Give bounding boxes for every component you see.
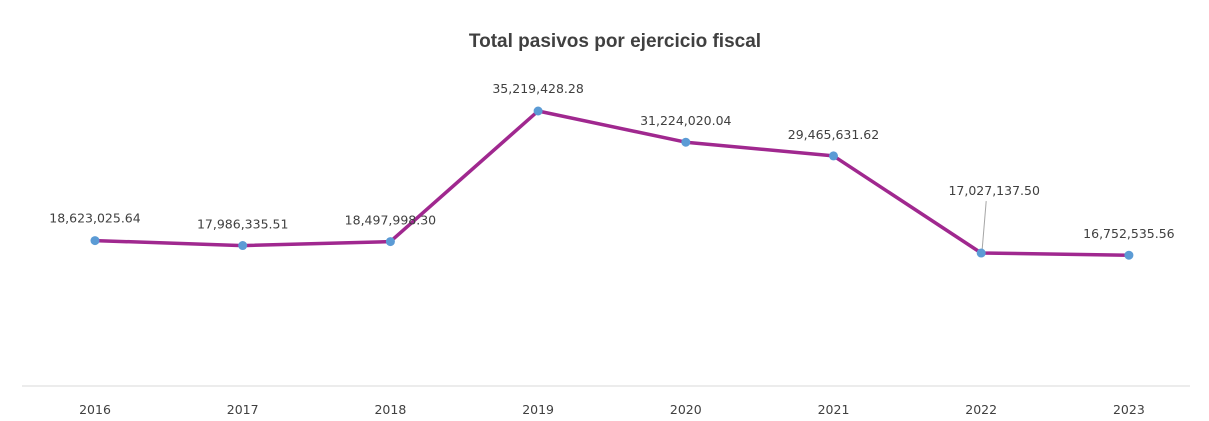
data-label-2016: 18,623,025.64 xyxy=(49,211,140,226)
data-point-2022 xyxy=(976,248,986,258)
data-label-2023: 16,752,535.56 xyxy=(1083,226,1174,241)
data-label-2019: 35,219,428.28 xyxy=(492,81,583,96)
leader-line xyxy=(981,201,987,250)
x-tick-label-2018: 2018 xyxy=(374,402,406,417)
data-label-2018: 18,497,998.30 xyxy=(345,213,436,228)
x-tick-label-2023: 2023 xyxy=(1113,402,1145,417)
x-tick-label-2019: 2019 xyxy=(522,402,554,417)
data-label-layer: 18,623,025.64 17,986,335.51 18,497,998.30 3… xyxy=(49,81,1174,241)
marker-layer xyxy=(90,106,1134,260)
x-tick-label-2020: 2020 xyxy=(670,402,702,417)
series-line-layer xyxy=(93,109,1131,257)
x-tick-label-2022: 2022 xyxy=(965,402,997,417)
data-label-2021: 29,465,631.62 xyxy=(788,127,879,142)
data-point-2017 xyxy=(238,241,248,251)
x-tick-label-2016: 2016 xyxy=(79,402,111,417)
x-tick-label-2021: 2021 xyxy=(818,402,850,417)
x-tick-layer: 2016 2017 2018 2019 2020 2021 2022 2023 xyxy=(79,402,1145,417)
series-line xyxy=(93,109,1131,257)
data-label-2020: 31,224,020.04 xyxy=(640,113,731,128)
data-point-2021 xyxy=(829,151,838,161)
data-point-2020 xyxy=(681,137,691,147)
chart-title: Total pasivos por ejercicio fiscal xyxy=(469,31,761,52)
data-point-2023 xyxy=(1124,250,1134,260)
data-label-2017: 17,986,335.51 xyxy=(197,217,288,232)
data-label-2022: 17,027,137.50 xyxy=(948,183,1039,198)
data-point-2016 xyxy=(90,236,100,246)
x-tick-label-2017: 2017 xyxy=(227,402,259,417)
data-point-2018 xyxy=(385,237,395,247)
data-point-2019 xyxy=(533,106,543,116)
